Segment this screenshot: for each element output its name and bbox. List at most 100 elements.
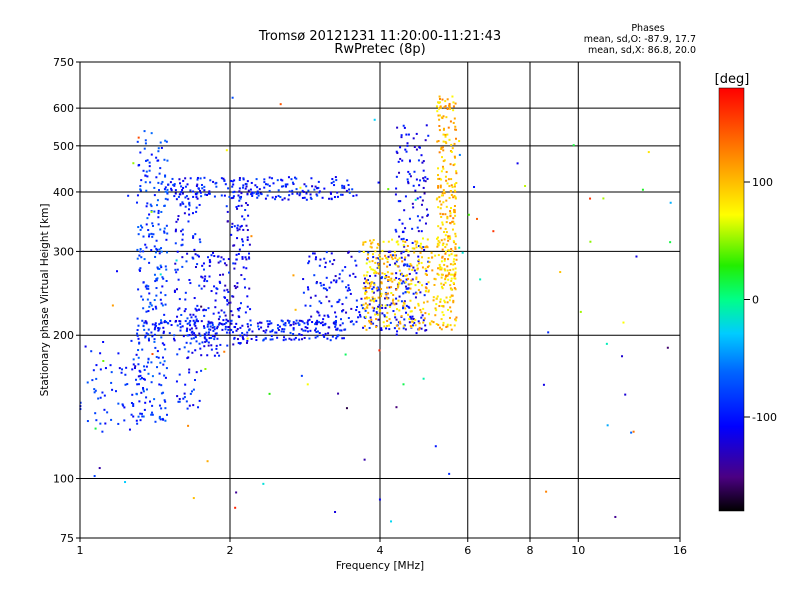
data-point [168, 332, 171, 335]
data-point [392, 302, 395, 305]
data-point [178, 178, 181, 181]
data-point [246, 229, 249, 232]
data-point [373, 282, 376, 285]
data-point [384, 297, 387, 300]
data-point [669, 241, 672, 244]
data-point [301, 189, 304, 192]
data-point [110, 381, 113, 384]
data-point [166, 198, 169, 201]
data-point [326, 314, 329, 317]
data-point [449, 215, 452, 218]
data-point [279, 103, 282, 106]
data-point [355, 299, 358, 302]
data-point [153, 273, 156, 276]
data-point [334, 323, 337, 326]
data-point [282, 330, 285, 333]
data-point [235, 253, 238, 256]
data-point [439, 105, 442, 108]
data-point [440, 156, 443, 159]
data-point [445, 205, 448, 208]
data-point [263, 178, 266, 181]
data-point [368, 260, 371, 263]
data-point [455, 316, 458, 319]
data-point [136, 329, 139, 332]
data-point [453, 258, 456, 261]
data-point [384, 306, 387, 309]
data-point [407, 305, 410, 308]
data-point [320, 302, 323, 305]
data-point [200, 275, 203, 278]
data-point [448, 138, 451, 141]
data-point [208, 275, 211, 278]
data-point [132, 415, 135, 418]
data-point [184, 383, 187, 386]
data-point [364, 309, 367, 312]
data-point [337, 300, 340, 303]
data-point [161, 180, 164, 183]
data-point [299, 192, 302, 195]
data-point [446, 325, 449, 328]
data-point [132, 162, 135, 165]
data-point [388, 305, 391, 308]
data-point [329, 191, 332, 194]
data-point [399, 200, 402, 203]
data-point [398, 235, 401, 238]
data-point [444, 234, 447, 237]
data-point [192, 195, 195, 198]
data-point [93, 475, 96, 478]
data-point [241, 244, 244, 247]
data-point [445, 199, 448, 202]
data-point [192, 404, 195, 407]
data-point [240, 224, 243, 227]
data-point [276, 179, 279, 182]
data-point [151, 335, 154, 338]
data-point [409, 262, 412, 265]
data-point [177, 195, 180, 198]
data-point [153, 186, 156, 189]
data-point [241, 215, 244, 218]
data-point [455, 172, 458, 175]
data-point [362, 303, 365, 306]
data-point [174, 189, 177, 192]
data-point [294, 322, 297, 325]
data-point [155, 307, 158, 310]
data-point [95, 364, 98, 367]
data-point [361, 307, 364, 310]
data-point [152, 224, 155, 227]
data-point [206, 460, 209, 463]
data-point [184, 298, 187, 301]
data-point [218, 280, 221, 283]
data-point [191, 333, 194, 336]
data-point [395, 175, 398, 178]
data-point [147, 357, 150, 360]
data-point [345, 189, 348, 192]
data-point [438, 101, 441, 104]
data-point [194, 349, 197, 352]
data-point [97, 397, 100, 400]
data-point [542, 383, 545, 386]
data-point [411, 241, 414, 244]
data-point [284, 338, 287, 341]
data-point [401, 159, 404, 162]
data-point [440, 170, 443, 173]
data-point [332, 180, 335, 183]
data-point [368, 326, 371, 329]
data-point [95, 419, 98, 422]
data-point [454, 196, 457, 199]
data-point [412, 266, 415, 269]
data-point [447, 273, 450, 276]
data-point [201, 264, 204, 267]
data-point [438, 263, 441, 266]
data-point [173, 339, 176, 342]
data-point [230, 197, 233, 200]
data-point [203, 279, 206, 282]
data-point [479, 278, 482, 281]
data-point [632, 430, 635, 433]
data-point [137, 375, 140, 378]
data-point [214, 299, 217, 302]
data-point [454, 156, 457, 159]
data-point [341, 186, 344, 189]
data-point [289, 331, 292, 334]
data-point [441, 255, 444, 258]
data-point [136, 332, 139, 335]
